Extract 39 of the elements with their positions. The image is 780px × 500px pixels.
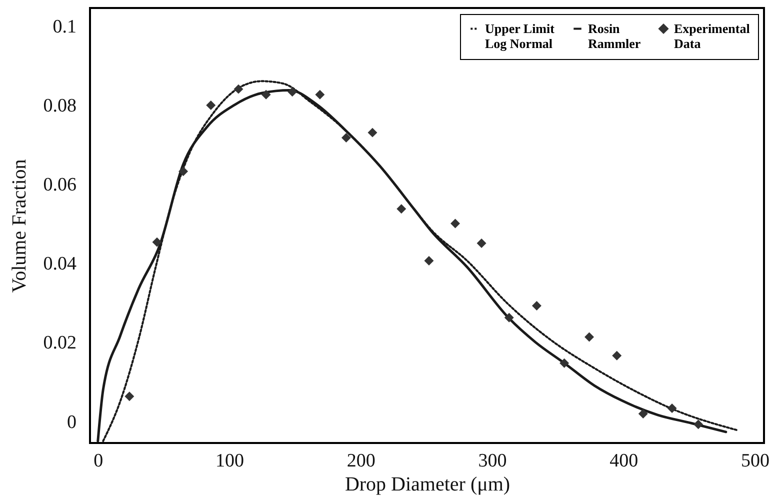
x-tick-label: 100: [216, 450, 244, 472]
point: [450, 218, 460, 228]
y-axis-title: Volume Fraction: [8, 159, 30, 293]
y-tick-label: 0.08: [43, 95, 76, 116]
point: [424, 256, 434, 266]
point: [584, 332, 594, 342]
y-tick-label: 0.02: [43, 332, 76, 354]
x-tick-label: 400: [610, 450, 638, 472]
point: [178, 166, 188, 176]
point: [261, 90, 271, 100]
y-tick-label: 0.06: [43, 174, 76, 196]
point: [532, 301, 542, 311]
legend-label: Rosin Rammler: [588, 20, 641, 51]
y-tick-label: 0.1: [52, 16, 76, 38]
point: [234, 84, 244, 94]
point: [152, 237, 162, 247]
y-tick-label: 0: [67, 412, 76, 433]
point: [396, 204, 406, 214]
point: [504, 312, 514, 322]
point: [288, 87, 298, 97]
legend-label: Upper Limit Log Normal: [485, 20, 556, 51]
point: [315, 90, 325, 100]
point: [476, 238, 486, 248]
x-tick-label: 200: [346, 450, 376, 472]
point: [667, 403, 677, 413]
point: [368, 128, 378, 138]
point: [560, 358, 570, 368]
x-tick-label: 500: [741, 450, 770, 472]
x-axis-title: Drop Diameter (μm): [344, 474, 510, 496]
point: [341, 132, 351, 142]
point: [612, 350, 622, 360]
x-tick-label: 0: [94, 450, 104, 472]
point: [694, 420, 704, 430]
point: [638, 408, 648, 418]
point: [206, 100, 216, 110]
x-tick-label: 300: [478, 450, 507, 472]
point: [124, 392, 134, 402]
legend-label: Experimental Data: [674, 20, 750, 51]
y-tick-label: 0.04: [43, 254, 77, 275]
